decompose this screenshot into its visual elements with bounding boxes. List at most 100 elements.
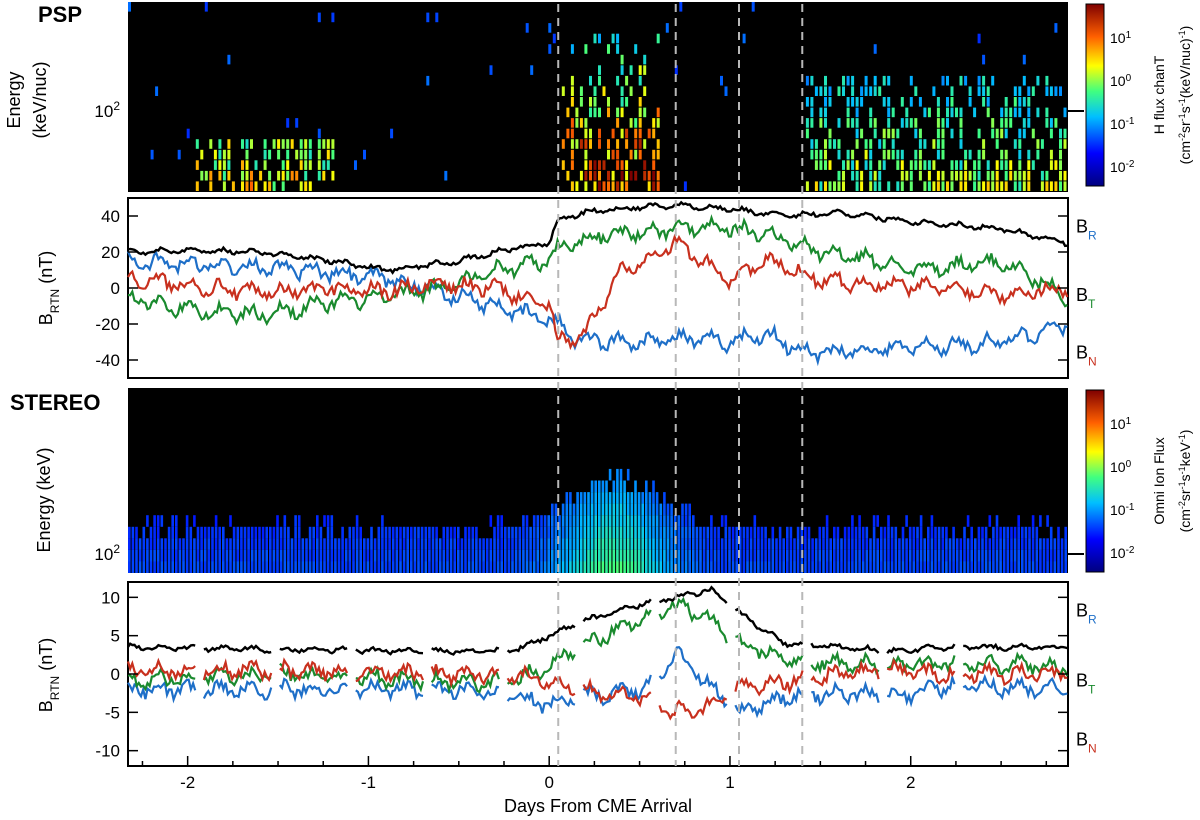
stereo-cb-tick-m1: 10-1	[1110, 502, 1135, 519]
stereo-spectrogram-cell-265	[363, 561, 366, 573]
stereo-spectrogram-cell-664	[645, 492, 648, 504]
stereo-spectrogram-cell-1090	[1002, 561, 1006, 573]
psp-spectrogram-cell-93	[322, 170, 326, 181]
stereo-spectrogram-cell-330	[424, 538, 428, 550]
psp-spectrogram-cell-505	[1000, 149, 1004, 160]
stereo-spectrogram-cell-804	[739, 561, 742, 573]
psp-spectrogram-cell-328	[855, 160, 859, 170]
stereo-spectrogram-cell-90	[207, 538, 211, 550]
stereo-spectrogram-cell-619	[623, 492, 626, 504]
stereo-spectrogram-cell-352	[446, 526, 449, 539]
psp-spectrogram-cell-547	[1027, 160, 1031, 170]
stereo-spectrogram-cell-761	[702, 549, 706, 562]
psp-spectrogram-cell-262	[805, 118, 809, 128]
stereo-spectrogram-cell-923	[851, 561, 854, 573]
stereo-spectrogram-cell-777	[717, 538, 720, 550]
stereo-spectrogram-cell-1008	[927, 561, 930, 573]
stereo-spectrogram-cell-390	[482, 538, 485, 550]
stereo-spectrogram-cell-893	[825, 526, 829, 539]
psp-spectrogram-cell-344	[869, 139, 873, 149]
stereo-spectrogram-cell-836	[767, 561, 771, 573]
stereo-spectrogram-cell-1076	[992, 549, 995, 562]
stereo-spectrogram-cell-922	[851, 549, 854, 562]
stereo-spectrogram-cell-212	[316, 538, 319, 550]
stereo-spectrogram-cell-790	[728, 538, 731, 550]
stereo-spectrogram-cell-84	[200, 561, 203, 573]
psp-spectrogram-cell-354	[873, 170, 877, 181]
psp-spectrogram-cell-182	[611, 149, 615, 160]
stereo-spectrogram-cell-656	[641, 492, 644, 504]
stereo-spectrogram-cell-602	[616, 492, 619, 504]
stereo-spectrogram-cell-911	[843, 526, 847, 539]
psp-spectrogram-cell-541	[1022, 181, 1026, 191]
stereo-spectrogram-cell-956	[880, 561, 883, 573]
psp-spectrogram-cell-384	[900, 149, 904, 160]
psp-spectrogram-cell-539	[1022, 128, 1026, 139]
psp-spectrogram-cell-100	[331, 170, 335, 181]
stereo-spectrogram-cell-371	[464, 526, 467, 539]
stereo-spectrogram-cell-657	[641, 503, 644, 516]
stereo-spectrogram-cell-78	[196, 538, 200, 550]
psp-spectrogram-cell-404	[918, 139, 922, 149]
stereo-spectrogram-cell-1140	[1049, 526, 1053, 539]
stereo-spectrogram-cell-452	[532, 561, 536, 573]
stereo-spectrogram-cell-622	[623, 526, 626, 539]
stereo-spectrogram-cell-808	[742, 561, 746, 573]
stereo-spectrogram-cell-295	[391, 549, 395, 562]
stereo-spectrogram-cell-892	[825, 515, 829, 527]
psp-spectrogram-cell-423	[936, 128, 940, 139]
stereo-spectrogram-cell-140	[250, 561, 254, 573]
stereo-spectrogram-cell-1064	[981, 549, 984, 562]
psp-spectrogram-cell-325	[855, 118, 859, 128]
psp-spectrogram-cell-72	[299, 139, 303, 149]
stereo-spectrogram-cell-715	[670, 538, 673, 550]
stereo-spectrogram-cell-27	[153, 515, 156, 527]
stereo-spectrogram-cell-768	[710, 526, 713, 539]
x-axis: -2 -1 0 1 2	[141, 756, 1048, 792]
psp-spectrogram-cell-542	[1027, 86, 1031, 96]
psp-spectrogram-cell-298	[833, 181, 836, 191]
stereo-spectrogram-cell-752	[695, 538, 699, 550]
stereo-spectrogram-cell-1095	[1010, 526, 1013, 539]
stereo-spectrogram-cell-323	[417, 549, 420, 562]
psp-spectrogram-cell-428	[941, 75, 945, 86]
stereo-spectrogram-cell-384	[475, 538, 478, 550]
stereo-spectrogram-cell-959	[883, 549, 887, 562]
psp-spectrogram-cell-296	[828, 181, 832, 191]
psp-spectrogram-cell-130	[575, 107, 579, 118]
stereo-spectrogram-cell-127	[240, 549, 243, 562]
stereo-spectrogram-cell-854	[786, 561, 789, 573]
stereo-spectrogram-cell-1020	[937, 549, 941, 562]
stereo-spectrogram-cell-305	[402, 526, 406, 539]
stereo-spectrogram-cell-1074	[992, 526, 995, 539]
psp-spectrogram-cell-226	[638, 128, 642, 139]
psp-spectrogram-cell-167	[598, 160, 601, 170]
psp-spectrogram-cell-288	[824, 149, 827, 160]
stereo-spectrogram-cell-876	[807, 549, 811, 562]
stereo-spectrogram-cell-278	[377, 549, 381, 562]
stereo-spectrogram-cell-944	[872, 515, 876, 527]
stereo-spectrogram-cell-359	[449, 561, 453, 573]
psp-spectrogram-cell-192	[616, 160, 620, 170]
stereo-spectrogram-cell-935	[861, 549, 865, 562]
stereo-spectrogram-cell-324	[417, 561, 420, 573]
stereo-spectrogram-cell-277	[377, 538, 381, 550]
stereo-spectrogram-cell-149	[261, 526, 265, 539]
stereo-spectrogram-cell-719	[673, 526, 677, 539]
psp-spectrogram-cell-224	[638, 107, 642, 118]
psp-spectrogram-cell-198	[620, 107, 624, 118]
stereo-spectrogram-cell-671	[648, 492, 652, 504]
psp-spectrogram-cell-427	[936, 181, 940, 191]
psp-spectrogram-cell-519	[1009, 170, 1013, 181]
stereo-spectrogram-cell-803	[739, 549, 742, 562]
stereo-spectrogram-cell-398	[489, 549, 493, 562]
stereo-spectrogram-cell-436	[522, 538, 525, 550]
stereo-spectrogram-cell-1044	[963, 538, 966, 550]
stereo-spectrogram-cell-1096	[1010, 538, 1013, 550]
psp-spectrogram-cell-28	[227, 160, 231, 170]
psp-spectrogram-cell-343	[869, 118, 873, 128]
stereo-spectrogram-cell-756	[699, 538, 702, 550]
psp-spectrogram-cell-458	[964, 75, 968, 86]
psp-spectrogram-cell-70	[295, 149, 299, 160]
psp-spectrogram-cell-178	[607, 170, 610, 181]
